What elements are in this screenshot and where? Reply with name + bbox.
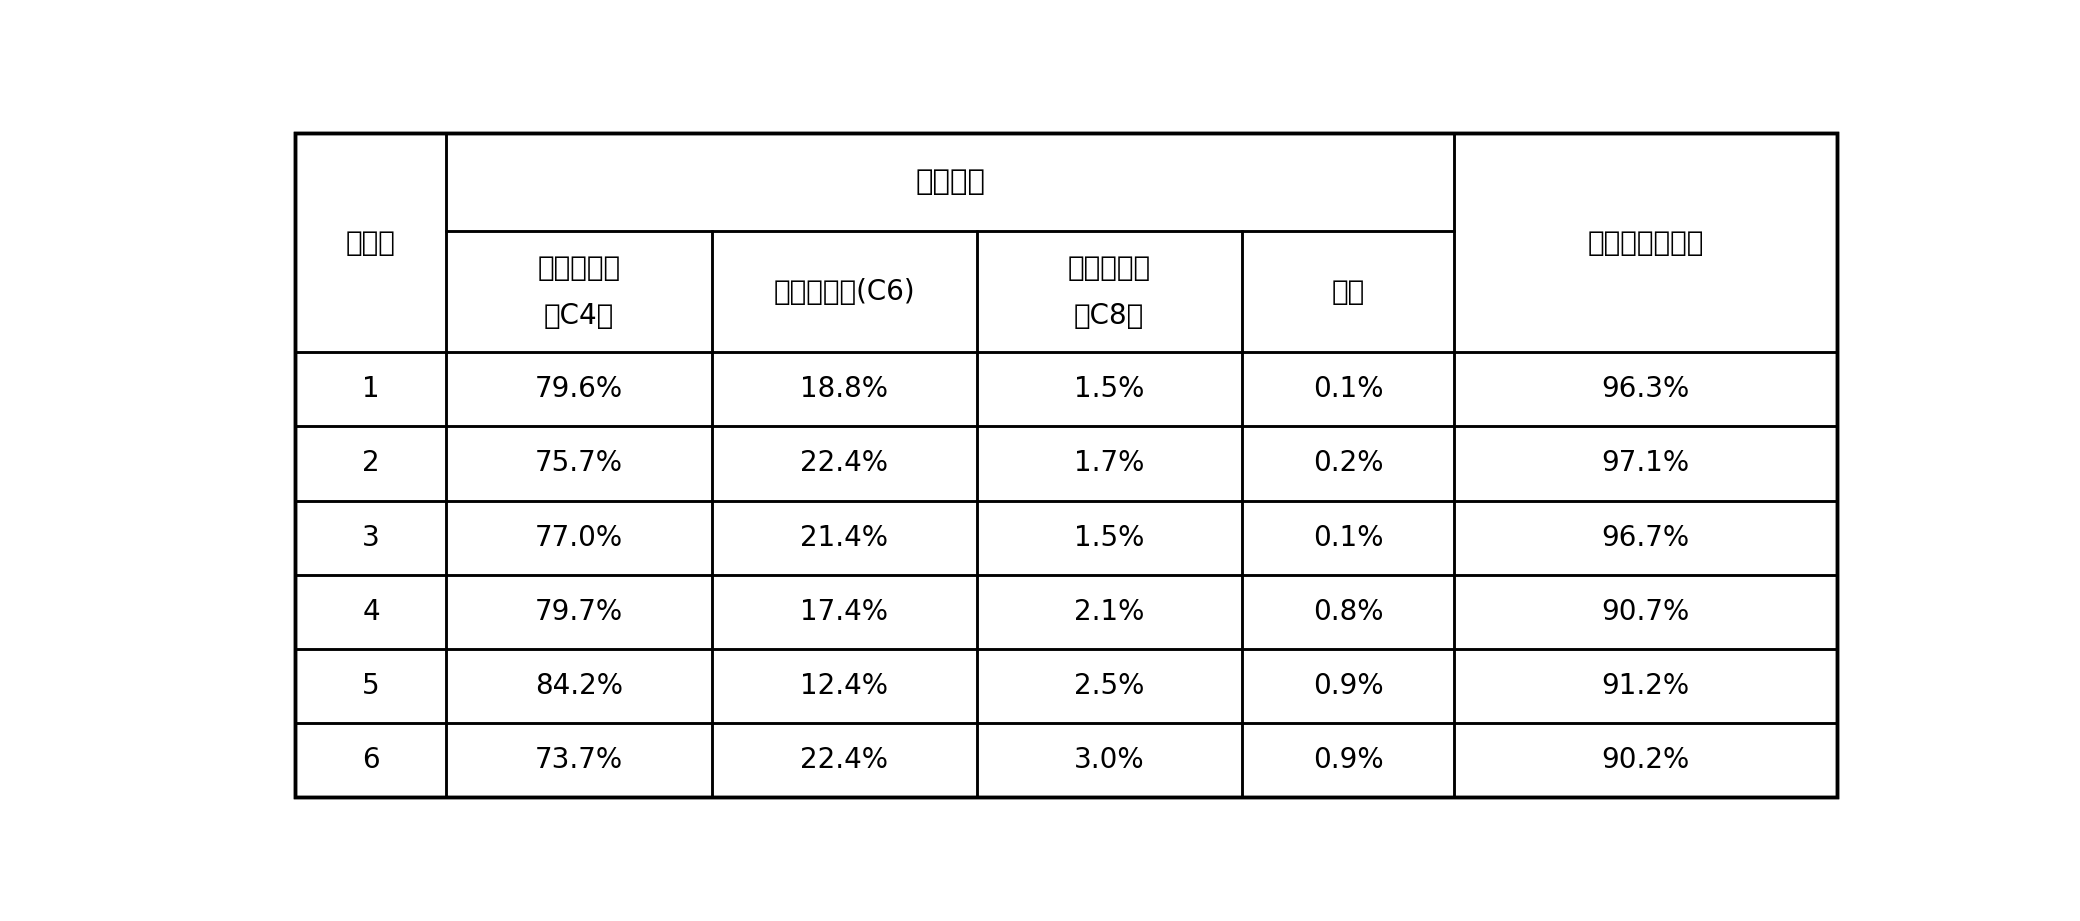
Bar <box>1242 723 1454 797</box>
Bar <box>1454 723 1837 797</box>
Bar <box>295 500 447 575</box>
Bar <box>1242 575 1454 648</box>
Text: 17.4%: 17.4% <box>801 598 888 625</box>
Bar <box>711 426 978 500</box>
Text: 实施例: 实施例 <box>345 228 395 257</box>
Bar <box>447 723 711 797</box>
Bar <box>295 575 447 648</box>
Text: 2.1%: 2.1% <box>1073 598 1144 625</box>
Bar <box>1242 500 1454 575</box>
Bar <box>295 723 447 797</box>
Text: 96.7%: 96.7% <box>1602 523 1689 552</box>
Bar <box>1454 575 1837 648</box>
Bar <box>711 723 978 797</box>
Text: 79.7%: 79.7% <box>535 598 624 625</box>
Text: （C8）: （C8） <box>1073 302 1144 330</box>
Bar <box>447 575 711 648</box>
Bar <box>978 426 1242 500</box>
Bar <box>447 134 1454 231</box>
Bar <box>295 134 447 352</box>
Text: 3.0%: 3.0% <box>1073 746 1144 774</box>
Bar <box>1454 426 1837 500</box>
Text: 1.7%: 1.7% <box>1073 449 1144 477</box>
Text: （C4）: （C4） <box>543 302 614 330</box>
Bar <box>295 648 447 723</box>
Text: 21.4%: 21.4% <box>801 523 888 552</box>
Bar <box>295 426 447 500</box>
Text: 其他: 其他 <box>1331 278 1364 306</box>
Bar <box>447 231 711 352</box>
Text: 2.5%: 2.5% <box>1073 671 1144 700</box>
Text: 0.9%: 0.9% <box>1312 671 1383 700</box>
Text: 0.9%: 0.9% <box>1312 746 1383 774</box>
Text: 2: 2 <box>362 449 381 477</box>
Bar <box>978 231 1242 352</box>
Bar <box>447 426 711 500</box>
Text: 22.4%: 22.4% <box>801 746 888 774</box>
Bar <box>1454 500 1837 575</box>
Bar <box>711 352 978 426</box>
Bar <box>711 500 978 575</box>
Text: 22.4%: 22.4% <box>801 449 888 477</box>
Bar <box>1242 426 1454 500</box>
Text: 5: 5 <box>362 671 381 700</box>
Text: 1.5%: 1.5% <box>1073 376 1144 403</box>
Text: 1: 1 <box>362 376 381 403</box>
Bar <box>711 648 978 723</box>
Bar <box>1242 231 1454 352</box>
Text: 6: 6 <box>362 746 381 774</box>
Bar <box>1454 648 1837 723</box>
Text: 75.7%: 75.7% <box>535 449 624 477</box>
Bar <box>1454 352 1837 426</box>
Text: 0.1%: 0.1% <box>1312 376 1383 403</box>
Text: 90.2%: 90.2% <box>1602 746 1689 774</box>
Text: 3: 3 <box>362 523 381 552</box>
Bar <box>978 352 1242 426</box>
Text: 全氟辛基碘: 全氟辛基碘 <box>1067 253 1150 282</box>
Text: 四氟乙烯转化率: 四氟乙烯转化率 <box>1587 228 1704 257</box>
Text: 96.3%: 96.3% <box>1602 376 1689 403</box>
Text: 0.8%: 0.8% <box>1312 598 1383 625</box>
Bar <box>711 575 978 648</box>
Bar <box>978 723 1242 797</box>
Bar <box>978 575 1242 648</box>
Bar <box>1242 648 1454 723</box>
Bar <box>978 648 1242 723</box>
Bar <box>447 500 711 575</box>
Bar <box>1242 352 1454 426</box>
Bar <box>1454 134 1837 352</box>
Bar <box>447 648 711 723</box>
Text: 18.8%: 18.8% <box>801 376 888 403</box>
Bar <box>295 352 447 426</box>
Bar <box>447 352 711 426</box>
Text: 0.2%: 0.2% <box>1312 449 1383 477</box>
Text: 73.7%: 73.7% <box>535 746 624 774</box>
Text: 12.4%: 12.4% <box>801 671 888 700</box>
Text: 79.6%: 79.6% <box>535 376 624 403</box>
Text: 全氟丁基碘: 全氟丁基碘 <box>537 253 620 282</box>
Text: 97.1%: 97.1% <box>1602 449 1689 477</box>
Text: 0.1%: 0.1% <box>1312 523 1383 552</box>
Text: 77.0%: 77.0% <box>535 523 624 552</box>
Bar <box>978 500 1242 575</box>
Text: 84.2%: 84.2% <box>535 671 624 700</box>
Text: 4: 4 <box>362 598 381 625</box>
Bar <box>711 231 978 352</box>
Text: 91.2%: 91.2% <box>1602 671 1689 700</box>
Text: 90.7%: 90.7% <box>1602 598 1689 625</box>
Text: 产物分布: 产物分布 <box>915 169 986 196</box>
Text: 全氟己基碘(C6): 全氟己基碘(C6) <box>774 278 915 306</box>
Text: 1.5%: 1.5% <box>1073 523 1144 552</box>
